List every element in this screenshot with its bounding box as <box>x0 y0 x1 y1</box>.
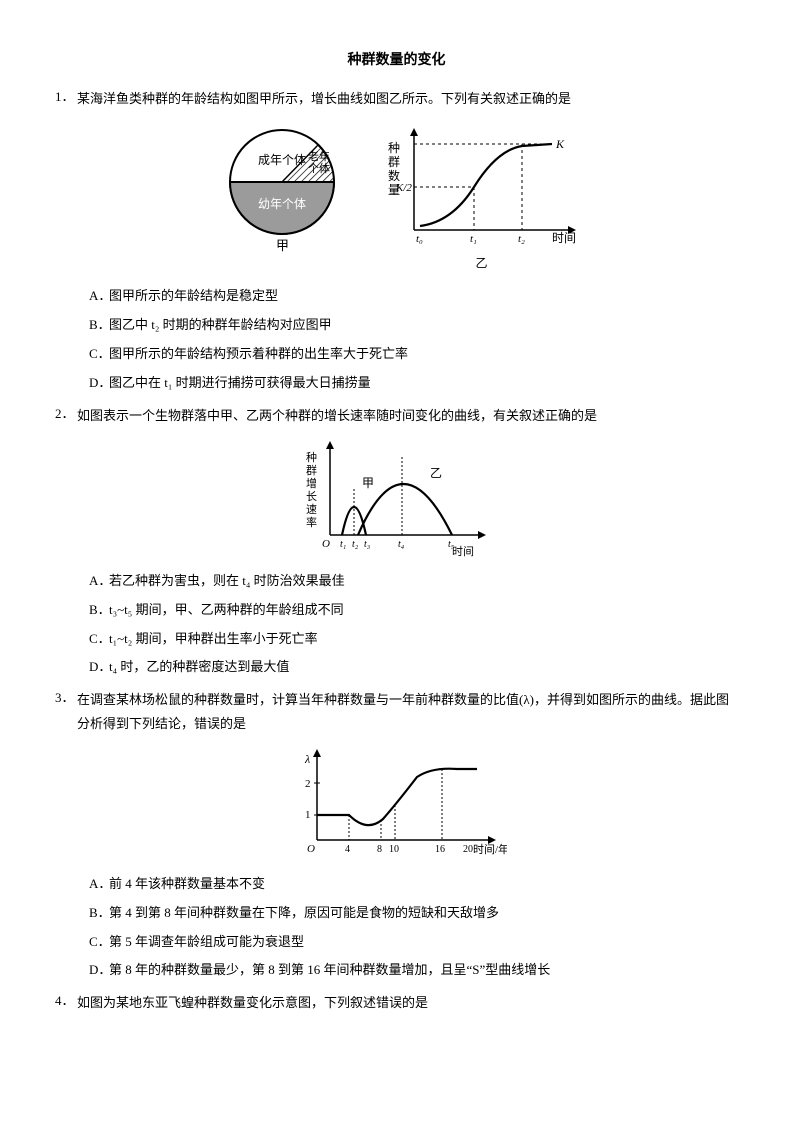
svg-text:种: 种 <box>306 450 317 464</box>
pie-label-old2: 个体 <box>308 161 330 175</box>
svg-text:2: 2 <box>305 778 311 790</box>
q4-number: 4． <box>55 991 77 1014</box>
svg-text:1: 1 <box>305 809 311 821</box>
svg-text:种: 种 <box>388 141 400 155</box>
svg-text:10: 10 <box>389 844 399 855</box>
svg-text:O: O <box>322 538 330 550</box>
q2-option-c: C．t₁~t₂ 期间，甲种群出生率小于死亡率 <box>89 629 738 650</box>
q1-option-b: B．图乙中 t₂ 时期的种群年龄结构对应图甲 <box>89 315 738 336</box>
svg-text:率: 率 <box>306 515 317 529</box>
svg-text:时间: 时间 <box>452 545 474 557</box>
q1-stem: 某海洋鱼类种群的年龄结构如图甲所示，增长曲线如图乙所示。下列有关叙述正确的是 <box>77 87 738 110</box>
svg-text:群: 群 <box>306 463 317 477</box>
svg-text:甲: 甲 <box>362 476 374 490</box>
q2-figure: 种 群 增 长 速 率 甲 乙 t₁ t₂ t₃ t₄ t₅ O 时间 <box>55 437 738 557</box>
question-4: 4． 如图为某地东亚飞蝗种群数量变化示意图，下列叙述错误的是 <box>55 991 738 1014</box>
svg-text:速: 速 <box>306 503 317 516</box>
q3-stem: 在调查某林场松鼠的种群数量时，计算当年种群数量与一年前种群数量的比值(λ)，并得… <box>77 688 738 735</box>
pie-label-old1: 老年 <box>308 149 330 163</box>
svg-text:16: 16 <box>435 844 445 855</box>
svg-text:时间/年: 时间/年 <box>473 842 507 856</box>
svg-text:t₄: t₄ <box>398 539 405 550</box>
q1-option-a: A．图甲所示的年龄结构是稳定型 <box>89 286 738 307</box>
svg-text:t₃: t₃ <box>364 539 371 550</box>
q2-number: 2． <box>55 404 77 427</box>
svg-text:20: 20 <box>463 844 473 855</box>
svg-text:乙: 乙 <box>430 466 442 480</box>
q3-option-c: C．第 5 年调查年龄组成可能为衰退型 <box>89 932 738 953</box>
question-2: 2． 如图表示一个生物群落中甲、乙两个种群的增长速率随时间变化的曲线，有关叙述正… <box>55 404 738 679</box>
svg-text:t₁: t₁ <box>470 233 477 245</box>
curve-caption: 乙 <box>382 254 582 272</box>
q1-number: 1． <box>55 87 77 110</box>
q3-option-a: A．前 4 年该种群数量基本不变 <box>89 874 738 895</box>
q3-option-d: D．第 8 年的种群数量最少，第 8 到第 16 年间种群数量增加，且呈“S”型… <box>89 960 738 981</box>
svg-text:K: K <box>555 137 565 151</box>
svg-text:t₀: t₀ <box>416 233 423 245</box>
q3-option-b: B．第 4 到第 8 年间种群数量在下降，原因可能是食物的短缺和天敌增多 <box>89 903 738 924</box>
q3-figure: λ 2 1 O 4 8 10 16 20 时间/年 <box>55 745 738 860</box>
q1-figure-pie: 成年个体 老年 个体 幼年个体 甲 <box>212 122 352 272</box>
q1-figure-curve: 种 群 数 量 K K/2 t₀ t₁ t₂ 时间 <box>382 122 582 272</box>
q4-stem: 如图为某地东亚飞蝗种群数量变化示意图，下列叙述错误的是 <box>77 991 738 1014</box>
q1-option-c: C．图甲所示的年龄结构预示着种群的出生率大于死亡率 <box>89 344 738 365</box>
svg-text:λ: λ <box>304 752 310 766</box>
svg-text:t₁: t₁ <box>340 539 346 550</box>
pie-label-young: 幼年个体 <box>258 197 306 211</box>
svg-text:O: O <box>307 843 315 855</box>
svg-text:t₂: t₂ <box>352 539 359 550</box>
question-3: 3． 在调查某林场松鼠的种群数量时，计算当年种群数量与一年前种群数量的比值(λ)… <box>55 688 738 981</box>
q2-option-a: A．若乙种群为害虫，则在 t₄ 时防治效果最佳 <box>89 571 738 592</box>
svg-text:数: 数 <box>388 168 400 183</box>
q1-option-d: D．图乙中在 t₁ 时期进行捕捞可获得最大日捕捞量 <box>89 373 738 394</box>
svg-text:长: 长 <box>306 490 317 503</box>
pie-caption: 甲 <box>276 238 289 252</box>
pie-label-adult: 成年个体 <box>258 153 306 167</box>
svg-text:8: 8 <box>377 844 382 855</box>
page-title: 种群数量的变化 <box>55 50 738 71</box>
q2-option-b: B．t₃~t₅ 期间，甲、乙两种群的年龄组成不同 <box>89 600 738 621</box>
svg-text:t₂: t₂ <box>518 233 525 245</box>
svg-text:群: 群 <box>388 155 400 169</box>
svg-text:K/2: K/2 <box>395 182 412 194</box>
question-1: 1． 某海洋鱼类种群的年龄结构如图甲所示，增长曲线如图乙所示。下列有关叙述正确的… <box>55 87 738 394</box>
q2-option-d: D．t₄ 时，乙的种群密度达到最大值 <box>89 657 738 678</box>
q2-stem: 如图表示一个生物群落中甲、乙两个种群的增长速率随时间变化的曲线，有关叙述正确的是 <box>77 404 738 427</box>
svg-text:时间: 时间 <box>552 231 576 245</box>
q3-number: 3． <box>55 688 77 735</box>
svg-text:增: 增 <box>306 476 317 490</box>
svg-text:4: 4 <box>345 844 350 855</box>
